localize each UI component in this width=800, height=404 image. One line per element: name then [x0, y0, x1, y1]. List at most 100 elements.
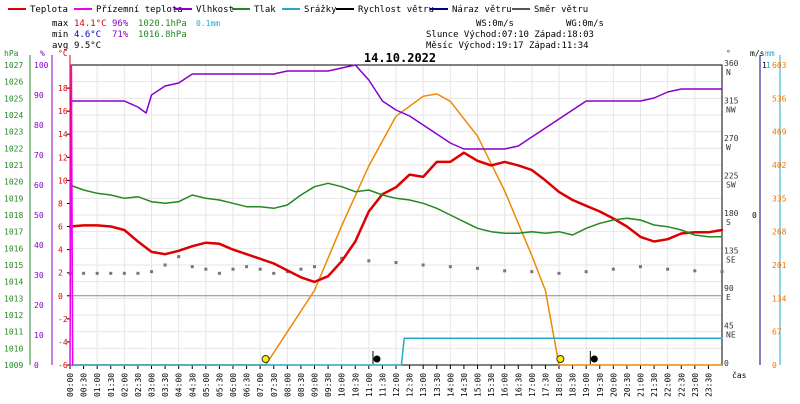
stats-max-press: 1020.1hPa [138, 19, 187, 29]
direction-point [394, 261, 398, 264]
hum-tick-label: 20 [34, 301, 44, 310]
solar-tick-label: 402 [772, 161, 787, 170]
series-line-temp [68, 151, 724, 284]
time-tick-label: 14:30 [460, 373, 469, 397]
dir-name-label: NE [726, 331, 736, 340]
hpa-tick-label: 1018 [4, 211, 23, 220]
hpa-tick-label: 1009 [4, 361, 23, 370]
direction-point [163, 263, 167, 267]
time-tick-label: 08:00 [283, 373, 292, 397]
hpa-tick-label: 1014 [4, 278, 23, 287]
hpa-tick-label: 1027 [4, 61, 23, 70]
direction-point [639, 265, 642, 269]
info-block: WS:0m/s WG:0m/s Slunce Východ:07:10 Zápa… [426, 19, 604, 51]
temp-tick-label: -2 [58, 315, 68, 324]
time-tick-label: 09:30 [324, 373, 333, 397]
hum-tick-label: 70 [34, 151, 44, 160]
direction-point [177, 255, 181, 259]
temp-tick-label: 8 [58, 199, 63, 208]
series-line-hum [69, 64, 723, 150]
stats-max-label: max [52, 19, 69, 29]
legend-label: Náraz větru [452, 5, 512, 15]
solar-curve [70, 93, 722, 366]
direction-point [476, 266, 479, 270]
time-tick-label: 21:30 [650, 373, 659, 397]
dir-name-label: NW [726, 106, 736, 115]
legend-label: Teplota [30, 5, 68, 15]
hum-tick-label: 100 [34, 61, 49, 70]
time-tick-label: 11:30 [378, 373, 387, 397]
hpa-tick-label: 1016 [4, 244, 23, 253]
time-tick-label: 11:00 [365, 373, 374, 397]
time-tick-label: 08:30 [297, 373, 306, 397]
direction-point [340, 256, 344, 260]
temp-tick-label: 6 [58, 223, 63, 232]
dir-tick-label: 0 [724, 359, 729, 368]
dir-tick-label: 315 [724, 97, 739, 106]
hum-tick-label: 60 [34, 181, 44, 190]
legend-label: Vlhkost [196, 5, 234, 15]
direction-point [448, 265, 452, 269]
info-moon: Měsíc Východ:19:17 Západ:11:34 [426, 41, 589, 51]
dir-tick-label: 360 [724, 59, 739, 68]
time-tick-label: 17:00 [528, 373, 537, 397]
temp-tick-label: 4 [58, 246, 63, 255]
ms-axis-title: m/s [750, 49, 765, 58]
time-tick-label: 04:00 [175, 373, 184, 397]
time-tick-label: 06:30 [243, 373, 252, 397]
hpa-tick-label: 1015 [4, 261, 23, 270]
time-tick-label: 00:00 [66, 373, 75, 397]
direction-point [299, 267, 303, 271]
time-tick-label: 02:30 [134, 373, 143, 397]
time-tick-label: 20:00 [609, 373, 618, 397]
time-tick-label: 22:00 [664, 373, 673, 397]
temp-tick-label: -6 [58, 361, 68, 370]
time-tick-label: 13:30 [433, 373, 442, 397]
legend-label: Přízemní teplota [96, 5, 183, 15]
direction-point [245, 265, 249, 269]
direction-point [530, 270, 534, 274]
hpa-tick-label: 1011 [4, 328, 23, 337]
time-tick-label: 12:00 [392, 373, 401, 397]
sun-marker [261, 355, 270, 363]
hpa-tick-label: 1023 [4, 128, 23, 137]
hpa-tick-label: 1024 [4, 111, 23, 120]
time-tick-label: 07:00 [256, 373, 265, 397]
stats-min-temp: 4.6°C [74, 30, 101, 40]
info-sun: Slunce Východ:07:10 Západ:18:03 [426, 30, 594, 40]
chart-title: 14.10.2022 [364, 51, 436, 65]
direction-point [150, 270, 153, 274]
dir-tick-label: 225 [724, 172, 739, 181]
time-tick-label: 22:30 [677, 373, 686, 397]
hpa-axis-title: hPa [4, 49, 19, 58]
axis-titles: hPa % °C ° m/s mm čas [4, 49, 775, 380]
solar-tick-label: 0 [772, 361, 777, 370]
temp-tick-label: 2 [58, 269, 63, 278]
ms-tick-label: 1 [762, 61, 767, 70]
dir-tick-label: 270 [724, 134, 739, 143]
direction-point [231, 267, 235, 271]
legend-label: Rychlost větru [358, 5, 434, 15]
stats-max-rain: 0.1mm [196, 19, 220, 28]
solar-tick-label: 536 [772, 94, 787, 103]
hum-axis-title: % [40, 49, 45, 58]
legend-label: Směr větru [534, 5, 588, 15]
dir-name-label: SW [726, 181, 736, 190]
time-tick-label: 19:00 [582, 373, 591, 397]
dir-name-label: S [726, 218, 731, 227]
hpa-tick-label: 1026 [4, 78, 23, 87]
direction-point [109, 271, 113, 275]
time-axis-title: čas [732, 370, 747, 380]
info-wg: WG:0m/s [566, 19, 604, 29]
time-tick-label: 21:00 [637, 373, 646, 397]
stats-block: max 14.1°C 96% 1020.1hPa 0.1mm min 4.6°C… [52, 19, 220, 51]
dir-name-label: SE [726, 256, 736, 265]
time-tick-label: 01:00 [93, 373, 102, 397]
time-tick-label: 03:00 [148, 373, 157, 397]
moon-marker [590, 355, 598, 363]
mm-tick-label: 1 [766, 61, 771, 70]
direction-point [720, 270, 724, 274]
time-tick-label: 14:00 [446, 373, 455, 397]
solar-tick-label: 134 [772, 294, 787, 303]
